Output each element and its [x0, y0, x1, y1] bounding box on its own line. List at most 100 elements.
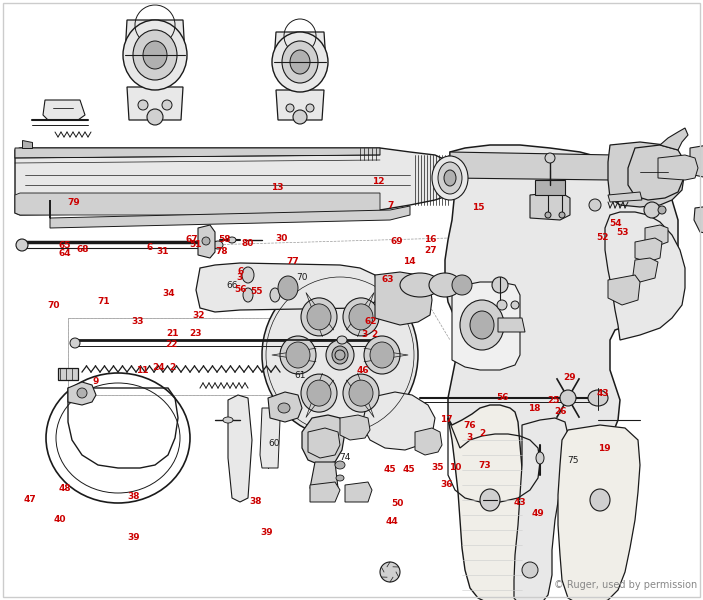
Ellipse shape [429, 273, 461, 297]
Text: 39: 39 [127, 533, 140, 541]
Text: 17: 17 [440, 415, 453, 425]
Ellipse shape [278, 276, 298, 300]
Ellipse shape [228, 237, 236, 243]
Ellipse shape [332, 346, 348, 364]
Text: 6: 6 [238, 266, 243, 275]
Text: 77: 77 [286, 257, 299, 266]
Ellipse shape [545, 153, 555, 163]
Text: 64: 64 [58, 248, 71, 258]
Text: 2: 2 [479, 428, 485, 438]
Polygon shape [274, 32, 326, 62]
Polygon shape [43, 100, 85, 120]
Ellipse shape [497, 300, 507, 310]
Ellipse shape [370, 342, 394, 368]
Ellipse shape [444, 170, 456, 186]
Ellipse shape [307, 380, 331, 406]
Ellipse shape [590, 489, 610, 511]
Polygon shape [308, 428, 340, 458]
Text: 43: 43 [514, 498, 527, 507]
Text: 46: 46 [356, 366, 369, 376]
Polygon shape [362, 392, 435, 450]
Ellipse shape [223, 417, 233, 423]
Polygon shape [498, 318, 525, 332]
Text: 26: 26 [555, 407, 567, 416]
Ellipse shape [438, 162, 462, 194]
Text: 38: 38 [249, 497, 262, 505]
Polygon shape [22, 140, 32, 148]
Ellipse shape [133, 30, 177, 80]
Text: 76: 76 [463, 421, 476, 431]
Polygon shape [633, 258, 658, 282]
Text: 65: 65 [58, 241, 71, 251]
Text: 45: 45 [384, 465, 396, 474]
Text: 61: 61 [295, 370, 306, 379]
Ellipse shape [243, 288, 253, 302]
Text: 2: 2 [371, 330, 377, 340]
Ellipse shape [588, 390, 608, 406]
Polygon shape [310, 482, 340, 502]
Polygon shape [660, 128, 688, 150]
Text: 55: 55 [250, 287, 263, 296]
Text: 67: 67 [186, 235, 198, 245]
Text: 52: 52 [596, 232, 609, 241]
Ellipse shape [589, 199, 601, 211]
Polygon shape [58, 368, 78, 380]
Ellipse shape [262, 273, 418, 437]
Polygon shape [15, 193, 380, 215]
Polygon shape [445, 145, 678, 480]
Ellipse shape [306, 104, 314, 112]
Ellipse shape [452, 275, 472, 295]
Ellipse shape [560, 390, 576, 406]
Ellipse shape [280, 336, 316, 374]
Text: 47: 47 [24, 494, 37, 503]
Text: 3: 3 [236, 274, 242, 283]
Text: 70: 70 [297, 272, 308, 281]
Ellipse shape [147, 109, 163, 125]
Ellipse shape [349, 304, 373, 330]
Polygon shape [68, 382, 96, 405]
Text: 11: 11 [136, 366, 148, 376]
Text: 3: 3 [361, 330, 367, 340]
Ellipse shape [536, 452, 544, 464]
Polygon shape [658, 155, 698, 180]
Polygon shape [15, 148, 380, 158]
Text: © Ruger, used by permission: © Ruger, used by permission [554, 580, 697, 590]
Text: 21: 21 [167, 329, 179, 337]
Polygon shape [694, 205, 703, 235]
Polygon shape [310, 462, 338, 498]
Text: 79: 79 [67, 198, 80, 208]
Text: 50: 50 [391, 499, 404, 509]
Polygon shape [608, 275, 640, 305]
Text: 13: 13 [271, 182, 284, 191]
Text: 54: 54 [610, 218, 622, 227]
Ellipse shape [511, 301, 519, 309]
Polygon shape [645, 225, 668, 245]
Polygon shape [448, 405, 530, 600]
Ellipse shape [162, 100, 172, 110]
Polygon shape [302, 415, 345, 465]
Ellipse shape [559, 212, 565, 218]
Polygon shape [198, 225, 215, 258]
Ellipse shape [242, 267, 254, 283]
Text: 49: 49 [531, 509, 544, 517]
Text: 43: 43 [597, 389, 610, 397]
Polygon shape [450, 152, 620, 180]
Text: 56: 56 [496, 393, 509, 402]
Ellipse shape [644, 202, 660, 218]
Polygon shape [125, 20, 185, 55]
Text: 73: 73 [479, 461, 491, 470]
Ellipse shape [343, 298, 379, 336]
Text: 29: 29 [563, 373, 576, 383]
Polygon shape [530, 192, 570, 220]
Polygon shape [196, 263, 378, 312]
Text: 39: 39 [261, 528, 273, 538]
Text: 6: 6 [147, 243, 153, 252]
Text: 38: 38 [127, 492, 140, 501]
Text: 71: 71 [98, 296, 110, 305]
Polygon shape [260, 408, 280, 468]
Text: 19: 19 [598, 444, 611, 454]
Ellipse shape [143, 41, 167, 69]
Polygon shape [608, 142, 685, 207]
Ellipse shape [400, 273, 440, 297]
Ellipse shape [213, 241, 223, 249]
